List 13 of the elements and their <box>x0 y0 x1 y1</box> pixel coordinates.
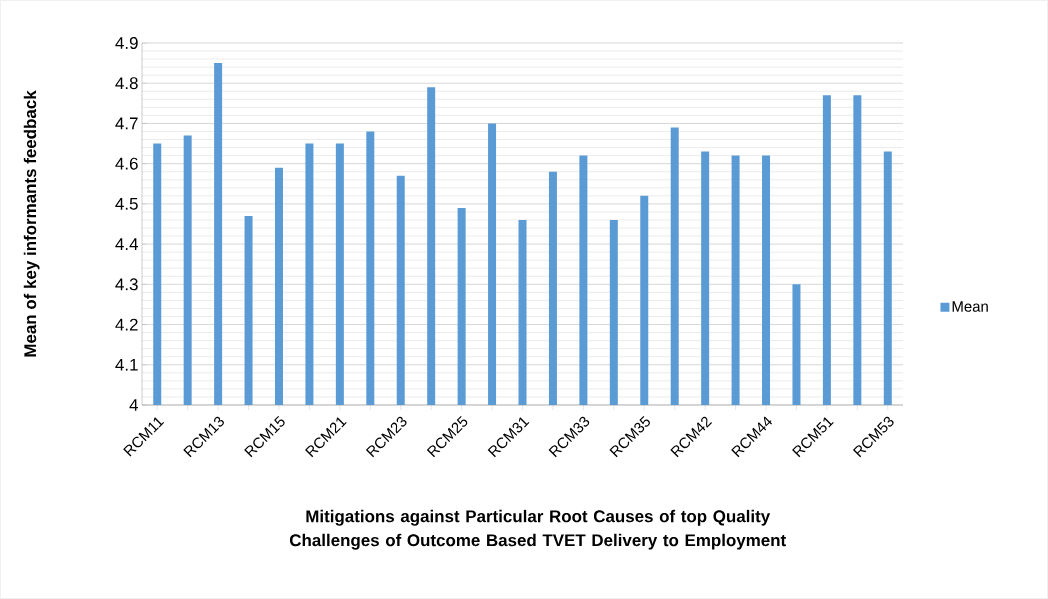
x-axis-title: Mitigations against Particular Root Causes of top Quality Challenges of Outcome Based TVET Delivery to Employment <box>289 509 786 550</box>
y-tick-label: 4.2 <box>115 318 138 331</box>
y-tick-label: 4 <box>129 399 138 411</box>
y-tick-label: 4.5 <box>115 197 138 210</box>
y-tick-label: 4.4 <box>115 238 138 250</box>
y-tick-label: 4.6 <box>115 157 138 170</box>
legend-label: Mean <box>952 301 988 312</box>
y-axis-title: Mean of key informants feedback <box>23 90 40 357</box>
y-tick-label: 4.3 <box>115 278 138 291</box>
y-tick-label: 4.8 <box>115 77 138 90</box>
y-tick-label: 4.7 <box>115 117 138 130</box>
y-tick-label: 4.9 <box>115 37 138 49</box>
y-tick-label: 4.1 <box>115 358 138 371</box>
